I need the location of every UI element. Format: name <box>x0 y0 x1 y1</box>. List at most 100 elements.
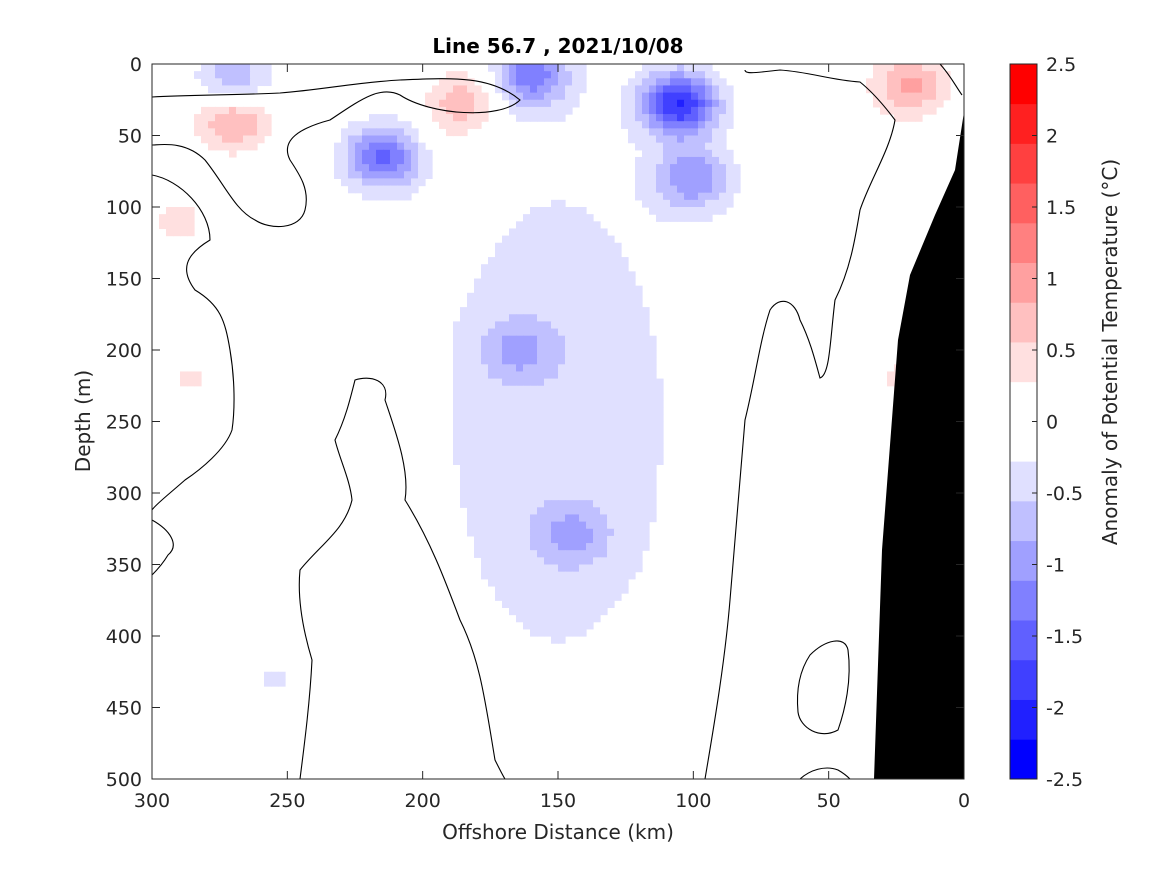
contour-cell <box>684 192 692 201</box>
contour-cell <box>607 435 615 444</box>
contour-cell <box>621 307 629 315</box>
y-axis-label: Depth (m) <box>71 370 95 472</box>
contour-cell <box>481 385 489 394</box>
contour-cell <box>243 64 251 72</box>
contour-cell <box>544 350 552 358</box>
contour-cell <box>614 442 622 451</box>
contour-cell <box>670 192 678 201</box>
contour-cell <box>600 257 608 265</box>
contour-cell <box>628 464 636 473</box>
contour-cell <box>439 99 447 108</box>
contour-cell <box>621 278 629 287</box>
contour-cell <box>509 235 517 244</box>
contour-cell <box>523 521 531 530</box>
contour-cell <box>460 342 468 351</box>
contour-cell <box>502 528 510 537</box>
contour-cell <box>698 185 706 194</box>
contour-cell <box>383 128 391 137</box>
contour-cell <box>208 106 216 115</box>
contour-cell <box>572 221 580 230</box>
contour-cell <box>397 164 405 172</box>
contour-cell <box>180 221 188 230</box>
contour-cell <box>607 507 615 516</box>
contour-cell <box>208 142 216 151</box>
contour-cell <box>593 364 601 373</box>
contour-cell <box>656 178 664 187</box>
contour-cell <box>208 114 216 122</box>
contour-cell <box>551 578 559 587</box>
contour-cell <box>544 257 552 265</box>
contour-cell <box>495 292 503 301</box>
colorbar-tick-label: 1.5 <box>1046 197 1076 219</box>
contour-cell <box>530 106 538 115</box>
contour-cell <box>558 371 566 380</box>
contour-cell <box>915 114 923 122</box>
contour-cell <box>383 178 391 187</box>
contour-cell <box>502 342 510 351</box>
contour-cell <box>635 543 643 551</box>
contour-cell <box>390 149 398 158</box>
contour-cell <box>537 228 545 237</box>
contour-cell <box>614 321 622 330</box>
contour-cell <box>488 471 496 480</box>
contour-cell <box>572 621 580 630</box>
contour-cell <box>481 114 489 122</box>
contour-cell <box>530 564 538 573</box>
contour-cell <box>670 149 678 158</box>
contour-cell <box>530 207 538 215</box>
contour-cell <box>614 500 622 508</box>
contour-cell <box>369 164 377 172</box>
contour-cell <box>551 464 559 473</box>
contour-cell <box>537 114 545 122</box>
contour-cell <box>523 471 531 480</box>
contour-cell <box>698 128 706 137</box>
contour-cell <box>698 135 706 144</box>
contour-cell <box>257 106 265 115</box>
contour-cell <box>495 249 503 258</box>
contour-cell <box>628 350 636 358</box>
contour-cell <box>712 207 720 215</box>
contour-cell <box>586 400 594 408</box>
contour-cell <box>488 535 496 544</box>
contour-cell <box>397 121 405 129</box>
contour-cell <box>551 321 559 330</box>
contour-cell <box>649 414 657 423</box>
contour-cell <box>537 99 545 108</box>
contour-cell <box>544 571 552 580</box>
contour-cell <box>187 207 195 215</box>
contour-cell <box>488 478 496 487</box>
contour-cell <box>558 99 566 108</box>
contour-cell <box>523 528 531 537</box>
contour-cell <box>656 142 664 151</box>
contour-cell <box>887 85 895 94</box>
contour-cell <box>600 392 608 401</box>
contour-cell <box>397 142 405 151</box>
contour-cell <box>544 285 552 294</box>
contour-cell <box>523 457 531 465</box>
contour-cell <box>537 435 545 444</box>
contour-cell <box>516 299 524 308</box>
contour-cell <box>628 543 636 551</box>
contour-cell <box>502 407 510 415</box>
contour-cell <box>565 607 573 616</box>
contour-cell <box>649 99 657 108</box>
contour-cell <box>579 378 587 387</box>
contour-cell <box>719 185 727 194</box>
contour-cell <box>593 278 601 287</box>
contour-cell <box>614 242 622 251</box>
contour-cell <box>474 299 482 308</box>
contour-cell <box>705 192 713 201</box>
y-tick-label: 50 <box>118 126 142 148</box>
contour-cell <box>523 371 531 380</box>
contour-cell <box>908 92 916 101</box>
contour-cell <box>873 85 881 94</box>
contour-cell <box>628 378 636 387</box>
contour-cell <box>621 457 629 465</box>
contour-cell <box>257 114 265 122</box>
contour-cell <box>579 485 587 494</box>
contour-cell <box>544 371 552 380</box>
contour-cell <box>173 221 181 230</box>
contour-cell <box>418 171 426 179</box>
contour-cell <box>880 99 888 108</box>
contour-cell <box>572 478 580 487</box>
